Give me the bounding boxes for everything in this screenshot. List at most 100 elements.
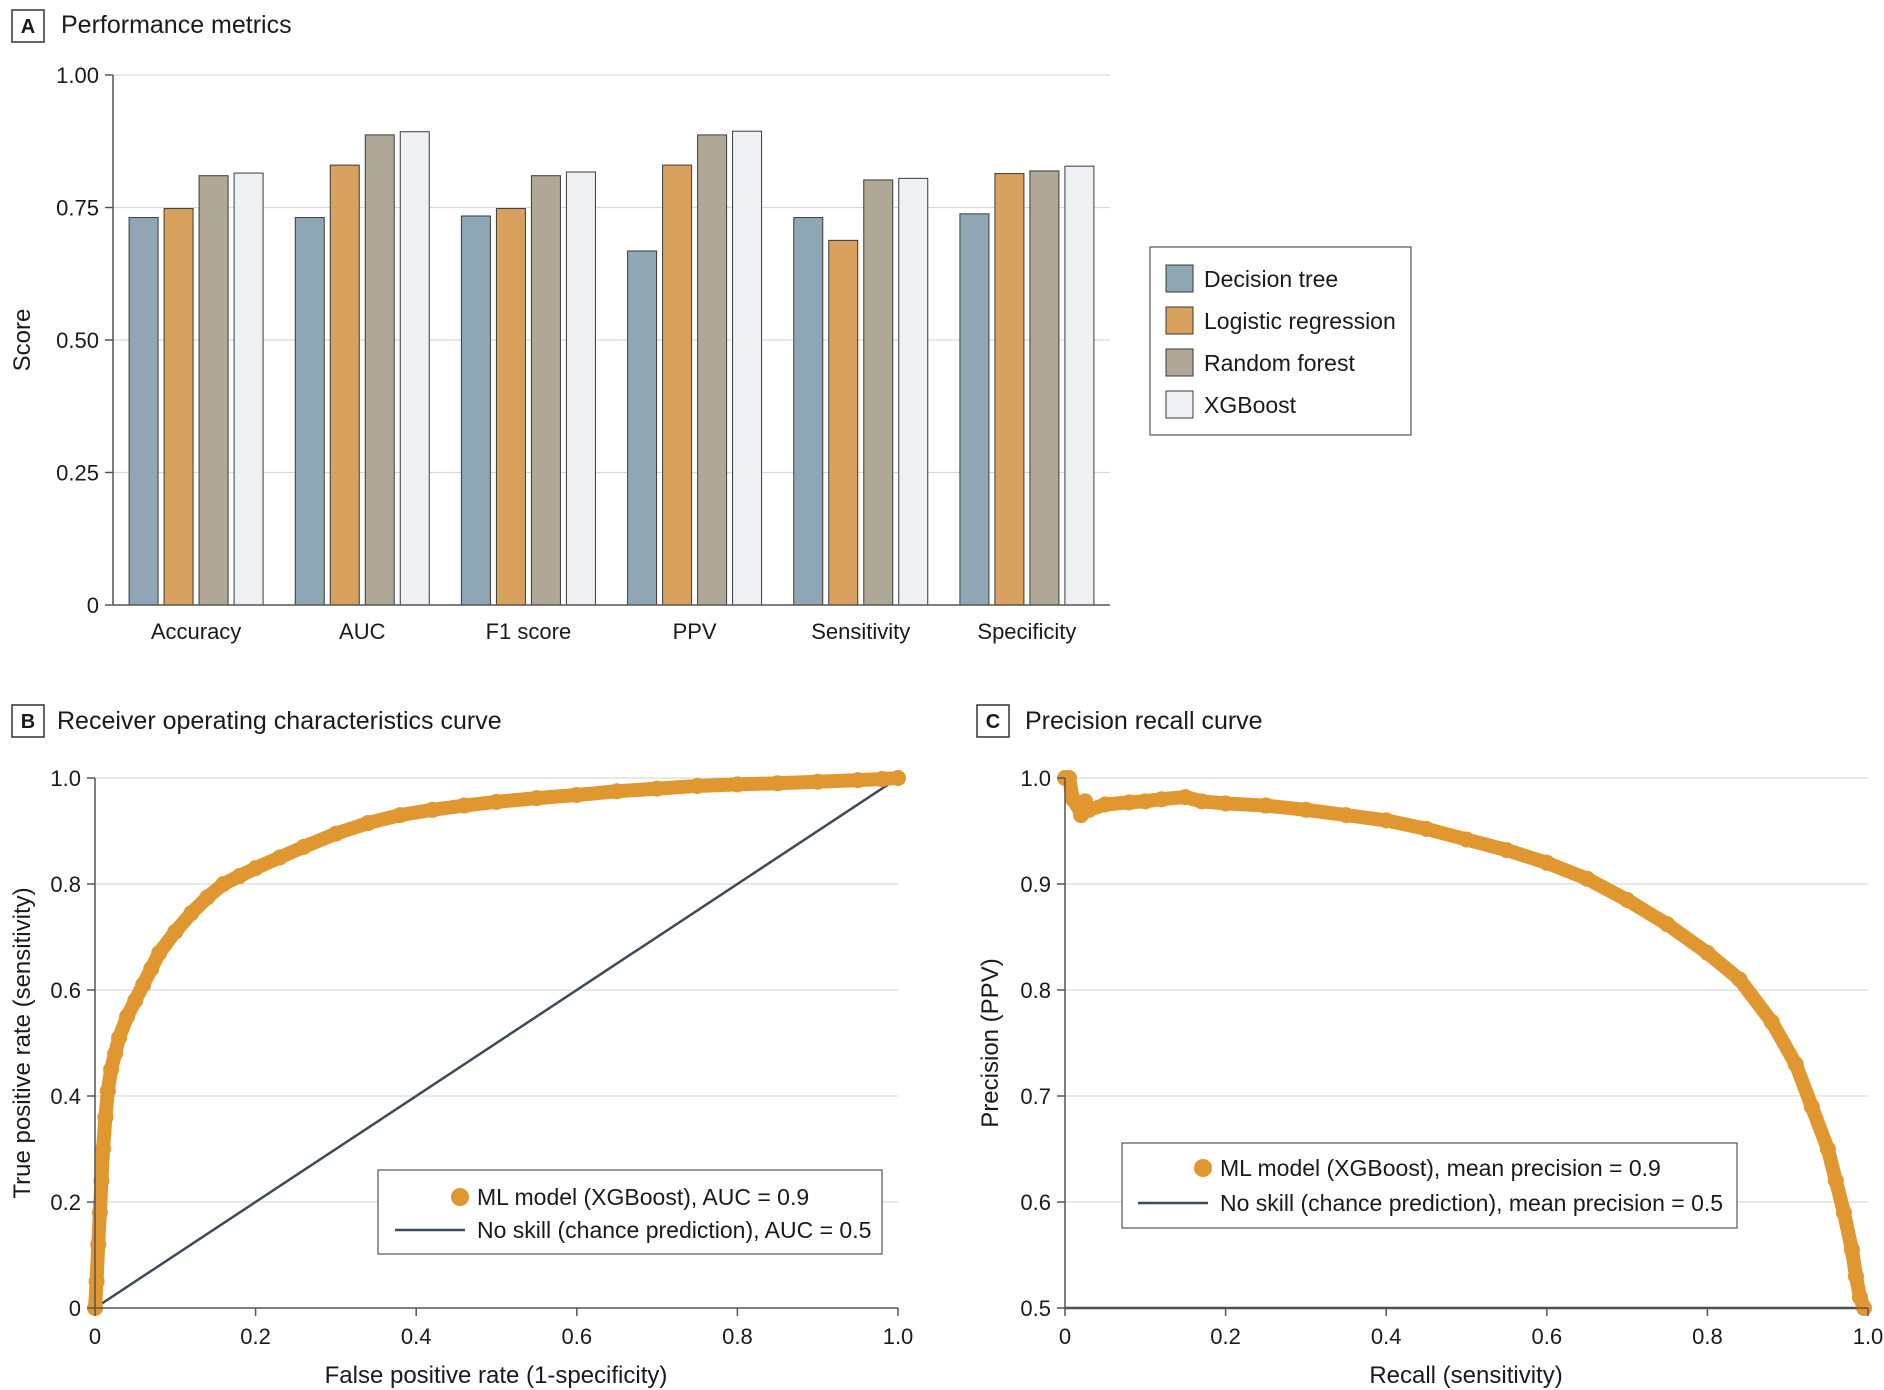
panel-b-model-point — [849, 772, 866, 789]
panel-b-gridlines — [95, 777, 898, 1203]
panel-a-y-tick-label: 0.50 — [56, 328, 99, 353]
panel-a-gridlines — [113, 74, 1110, 474]
panel-b-model-point — [456, 797, 473, 814]
panel-c-model-point — [1619, 891, 1636, 908]
panel-a-y-tick-label: 0.25 — [56, 461, 99, 486]
panel-c-y-tick-label: 0.9 — [1020, 872, 1051, 897]
panel-b-x-tick-label: 0 — [89, 1324, 101, 1349]
panel-a-bar — [994, 173, 1025, 606]
panel-b-model-point — [295, 838, 312, 855]
panel-a-x-tick-label: Sensitivity — [811, 619, 910, 644]
panel-c-model-point — [1819, 1141, 1836, 1157]
panel-c-y-ticks: 0.5 0.6 0.7 0.8 0.9 1.0 — [1020, 766, 1065, 1321]
panel-b-y-tick-label: 1.0 — [50, 766, 81, 791]
panel-c-legend-box — [1121, 1142, 1738, 1229]
panel-b-model-point — [151, 944, 168, 961]
panel-b-model-point — [568, 786, 585, 803]
panel-b-model-point — [247, 860, 264, 877]
panel-a-label: A — [21, 16, 35, 38]
panel-a-x-tick-label: AUC — [339, 619, 386, 644]
panel-b-model-point — [103, 1061, 120, 1078]
panel-a-bar — [863, 179, 894, 606]
panel-a: A Performance metrics 00.250.500.751.00 … — [9, 9, 1412, 644]
panel-c-model-point — [1177, 789, 1194, 806]
panel-a-bar — [627, 250, 658, 606]
panel-a-bar — [565, 171, 596, 606]
panel-a-legend-label: Decision tree — [1204, 266, 1338, 292]
panel-a-bar — [1029, 170, 1060, 606]
panel-c: C Precision recall curve 0.5 0.6 0.7 0.8 0.9… — [976, 704, 1883, 1389]
panel-a-legend-swatch — [1165, 264, 1194, 293]
panel-b-model-point — [424, 801, 441, 818]
panel-c-x-tick-label: 1.0 — [1853, 1324, 1884, 1349]
panel-c-y-label: Precision (PPV) — [977, 958, 1004, 1127]
panel-a-bar — [662, 164, 693, 606]
panel-a-bar — [898, 177, 929, 606]
panel-b-model-point — [809, 773, 826, 790]
panel-b-model-point — [90, 1236, 107, 1253]
panel-c-model-point — [1418, 820, 1435, 837]
panel-c-x-ticks: 0 0.2 0.4 0.6 0.8 1.0 — [1059, 1308, 1883, 1349]
panel-b-y-tick-label: 0.2 — [50, 1190, 81, 1215]
panel-a-legend-items: Decision tree Logistic regression Random f… — [1165, 264, 1396, 419]
panel-a-bar — [697, 134, 728, 606]
panel-b-model-point — [88, 1273, 105, 1290]
panel-a-y-tick-label: 1.00 — [56, 63, 99, 88]
panel-a-legend-swatch — [1165, 348, 1194, 377]
panel-a-bar — [399, 131, 430, 606]
panel-b-x-tick-label: 0.2 — [240, 1324, 271, 1349]
panel-c-model-point — [1081, 801, 1098, 818]
panel-c-y-tick-label: 0.6 — [1020, 1190, 1051, 1215]
panel-a-bar — [828, 239, 859, 606]
panel-c-x-tick-label: 0.6 — [1532, 1324, 1563, 1349]
panel-a-bar — [128, 217, 159, 606]
panel-b-model-point — [215, 876, 232, 892]
panel-b-model-point — [107, 1045, 124, 1062]
panel-c-x-tick-label: 0.4 — [1371, 1324, 1402, 1349]
panel-b-model-point — [127, 992, 144, 1009]
panel-a-bars — [128, 130, 1095, 606]
panel-b-title: Receiver operating characteristics curve — [57, 707, 502, 735]
panel-b-model-point — [91, 1204, 108, 1221]
panel-a-legend: Decision tree Logistic regression Random f… — [1149, 246, 1412, 436]
panel-b-model-point — [689, 777, 706, 794]
panel-c-x-tick-label: 0.8 — [1692, 1324, 1723, 1349]
panel-b-legend-noskill: No skill (chance prediction), AUC = 0.5 — [477, 1217, 871, 1243]
panel-b-legend-dot — [451, 1188, 469, 1206]
panel-a-x-tick-label: Accuracy — [151, 619, 241, 644]
panel-b-model-point — [119, 1008, 136, 1025]
panel-b-legend: ML model (XGBoost), AUC = 0.9 No skill (… — [377, 1169, 883, 1255]
panel-c-x-tick-label: 0 — [1059, 1324, 1071, 1349]
panel-a-label-box — [11, 9, 45, 43]
panel-b-model-point — [769, 775, 786, 792]
panel-b-model-point — [183, 905, 200, 922]
panel-c-model-point — [1121, 794, 1138, 811]
panel-b-model-point — [873, 771, 890, 788]
panel-b-model-point — [231, 868, 248, 885]
panel-b-model-point — [271, 849, 288, 866]
panel-c-model-point — [1763, 1013, 1780, 1030]
panel-b-model-point — [167, 923, 184, 940]
panel-b-y-tick-label: 0.4 — [50, 1084, 81, 1109]
panel-a-title: Performance metrics — [61, 11, 292, 39]
panel-b-x-ticks: 0 0.2 0.4 0.6 0.8 1.0 — [89, 1308, 913, 1349]
panel-c-model-point — [1803, 1098, 1820, 1115]
panel-c-model-point — [1498, 842, 1515, 859]
panel-b-model-point — [890, 770, 906, 786]
panel-a-bar — [198, 175, 229, 606]
panel-a-bar — [495, 208, 526, 606]
panel-a-bar — [329, 164, 360, 606]
panel-a-legend-label: Logistic regression — [1204, 308, 1396, 334]
panel-c-model-point — [1193, 793, 1210, 810]
panel-c-model-point — [1847, 1268, 1864, 1285]
panel-a-y-tick-label: 0.75 — [56, 196, 99, 221]
panel-b-model-point — [608, 783, 625, 800]
panel-a-x-ticks: Accuracy AUC F1 score PPV Sensitivity Specifi… — [151, 619, 1077, 644]
panel-c-y-tick-label: 0.7 — [1020, 1084, 1051, 1109]
panel-c-model-point — [1338, 807, 1355, 824]
panel-c-legend-model: ML model (XGBoost), mean precision = 0.9 — [1220, 1155, 1661, 1181]
panel-c-model-point — [1153, 791, 1170, 808]
panel-c-model-point — [1659, 916, 1676, 933]
panel-b-series — [87, 770, 906, 1316]
